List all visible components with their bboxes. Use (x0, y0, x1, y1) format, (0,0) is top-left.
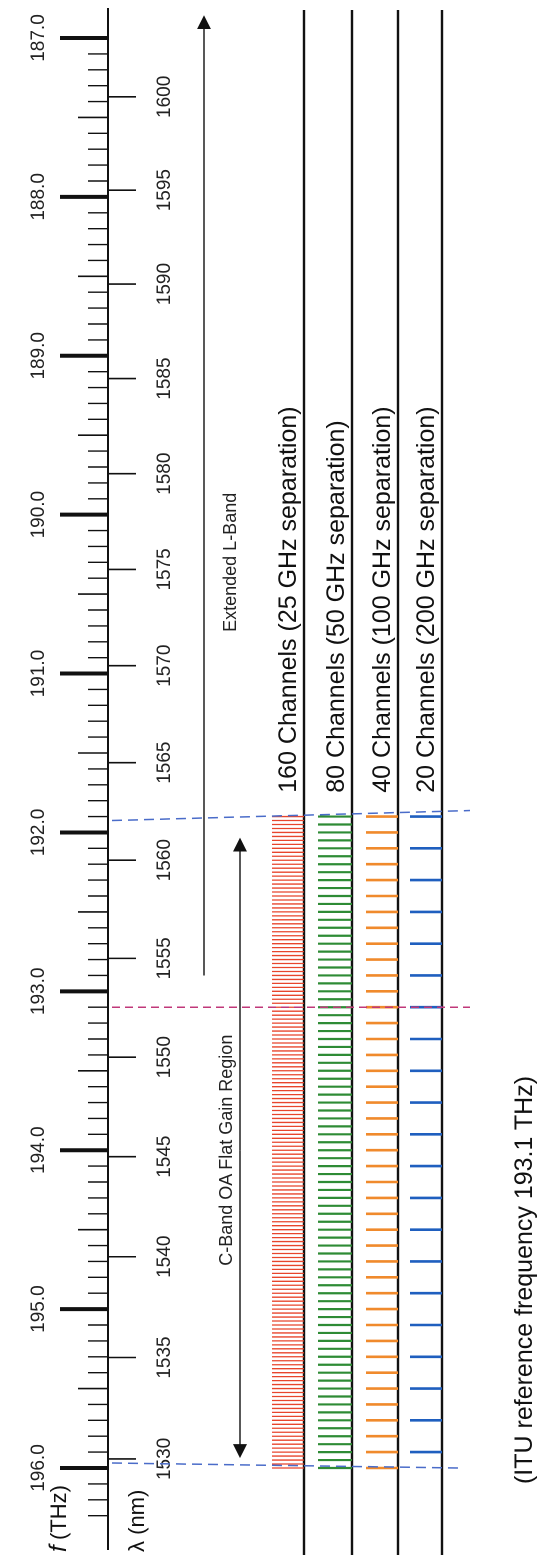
channel-grid-label: 80 Channels (50 GHz separation) (322, 420, 350, 792)
boundary-dashes (111, 809, 471, 1469)
wavelength-axis-labels: 1600 1595 1590 1585 1580 1575 1570 1565 1560 1555… (154, 76, 175, 1480)
wavelength-tick-label: 1595 (154, 169, 175, 211)
wavelength-tick-label: 1530 (154, 1438, 175, 1480)
channel-grid-label: 40 Channels (100 GHz separation) (368, 406, 396, 792)
frequency-tick-label: 190.0 (28, 491, 49, 539)
wavelength-tick-label: 1585 (154, 357, 175, 399)
band-regions: Extended L-Band C-Band OA Flat Gain Regio… (197, 15, 247, 1459)
wavelength-tick-label: 1570 (154, 645, 175, 687)
channel-grid-label: 20 Channels (200 GHz separation) (412, 406, 440, 792)
frequency-axis-ticks (60, 8, 109, 1550)
frequency-unit: (THz) (46, 1485, 71, 1540)
wavelength-tick-label: 1565 (154, 742, 175, 784)
wavelength-axis-ticks (108, 96, 136, 1460)
frequency-tick-label: 187.0 (28, 14, 49, 62)
frequency-tick-label: 196.0 (28, 1444, 49, 1492)
frequency-tick-label: 193.0 (28, 968, 49, 1016)
wavelength-tick-label: 1560 (154, 839, 175, 881)
frequency-tick-label: 188.0 (28, 173, 49, 221)
channel-marks (272, 815, 442, 1470)
wavelength-tick-label: 1555 (154, 937, 175, 979)
wavelength-tick-label: 1600 (154, 76, 175, 118)
frequency-axis-labels: 187.0 188.0 189.0 190.0 191.0 192.0 193.0 194.0… (28, 14, 49, 1492)
wavelength-tick-label: 1580 (154, 453, 175, 495)
frequency-tick-label: 189.0 (28, 332, 49, 380)
wavelength-tick-label: 1545 (154, 1136, 175, 1178)
wavelength-tick-label: 1575 (154, 548, 175, 590)
c-band-label: C-Band OA Flat Gain Region (216, 1035, 236, 1266)
wavelength-tick-label: 1535 (154, 1336, 175, 1378)
channel-grid-label: 160 Channels (25 GHz separation) (274, 406, 302, 792)
wavelength-tick-label: 1550 (154, 1036, 175, 1078)
wavelength-axis-name: λ (nm) (124, 1490, 149, 1552)
channel-grid-labels: 160 Channels (25 GHz separation) 80 Chann… (274, 406, 440, 792)
c-band-bottom-boundary (111, 1462, 461, 1469)
frequency-tick-label: 191.0 (28, 650, 49, 698)
l-band-label: Extended L-Band (220, 493, 240, 632)
wavelength-tick-label: 1590 (154, 263, 175, 305)
frequency-tick-label: 194.0 (28, 1126, 49, 1174)
itu-reference-label: (ITU reference frequency 193.1 THz) (510, 1076, 538, 1484)
frequency-tick-label: 192.0 (28, 809, 49, 857)
frequency-symbol: f (45, 1543, 72, 1552)
wavelength-tick-label: 1540 (154, 1236, 175, 1278)
frequency-tick-label: 195.0 (28, 1285, 49, 1333)
c-band-top-boundary (111, 809, 471, 822)
